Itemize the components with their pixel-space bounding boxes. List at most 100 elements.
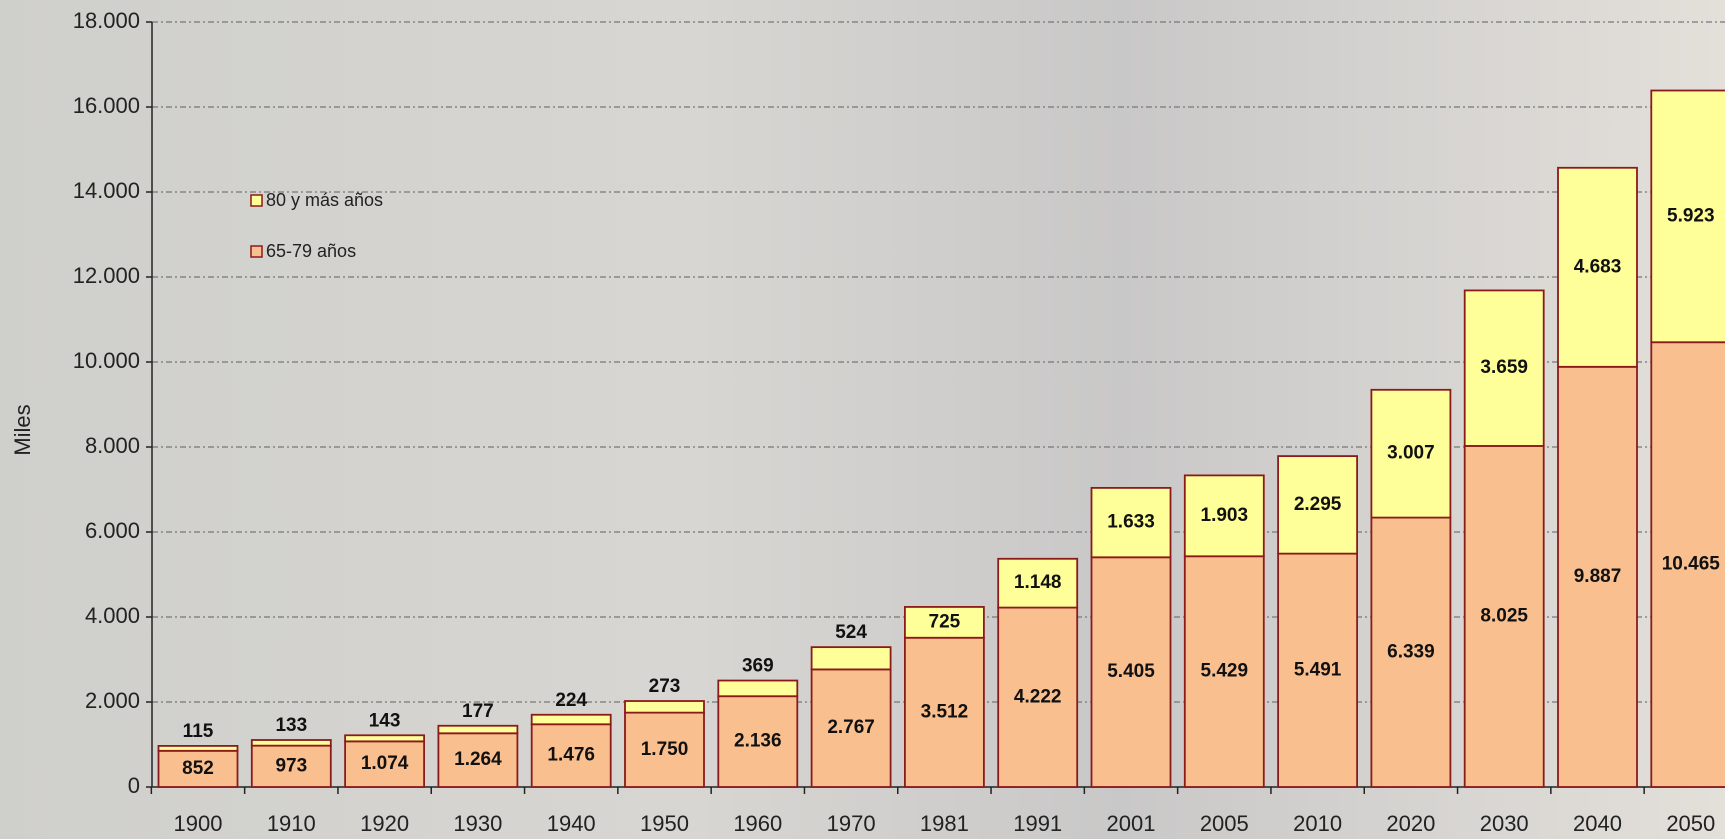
bar-segment	[1090, 556, 1172, 788]
x-tick-label: 1981	[920, 811, 969, 836]
bar-segment	[437, 724, 519, 735]
bar-segment	[437, 732, 519, 788]
legend-label: 65-79 años	[266, 241, 356, 261]
bar-segment	[1463, 289, 1545, 447]
x-tick-label: 2020	[1386, 811, 1435, 836]
data-label: 1.074	[361, 753, 409, 774]
data-label: 2.767	[827, 717, 875, 738]
y-tick-label: 16.000	[73, 93, 140, 118]
bar-segment	[1183, 555, 1265, 788]
x-tick-label: 1900	[174, 811, 223, 836]
x-tick-label: 1930	[453, 811, 502, 836]
data-label: 143	[369, 710, 401, 731]
data-label: 1.264	[454, 749, 502, 770]
bar-segment	[1277, 552, 1358, 788]
bar-segment	[717, 695, 799, 788]
data-label: 852	[182, 758, 214, 779]
bar-segment	[250, 744, 332, 788]
x-tick-label: 2001	[1107, 811, 1156, 836]
legend-swatch	[250, 194, 263, 207]
data-label: 4.222	[1014, 686, 1062, 707]
bar-segment	[1463, 445, 1545, 788]
y-tick-label: 4.000	[85, 603, 140, 628]
data-label: 4.683	[1574, 256, 1622, 277]
data-label: 1.633	[1107, 512, 1155, 533]
x-tick-label: 2010	[1293, 811, 1342, 836]
data-label: 115	[183, 721, 214, 742]
data-label: 5.429	[1201, 661, 1249, 682]
x-tick-label: 2050	[1666, 811, 1715, 836]
data-label: 5.923	[1667, 205, 1715, 226]
bar-segment	[1557, 365, 1638, 788]
y-axis-label: Miles	[10, 404, 35, 455]
x-tick-label: 1960	[733, 811, 782, 836]
data-label: 1.148	[1014, 572, 1062, 593]
data-label: 5.405	[1107, 661, 1155, 682]
bar-segment	[1650, 341, 1725, 788]
x-tick-label: 1920	[360, 811, 409, 836]
x-tick-label: 2030	[1480, 811, 1529, 836]
data-label: 10.465	[1662, 554, 1721, 575]
bar-segment	[1370, 516, 1452, 788]
x-tick-label: 1970	[827, 811, 876, 836]
bar-segment	[157, 749, 239, 788]
bar-segment	[1183, 474, 1265, 558]
x-tick-label: 1991	[1013, 811, 1062, 836]
data-label: 524	[835, 622, 867, 643]
y-tick-label: 6.000	[85, 518, 140, 543]
data-label: 5.491	[1294, 659, 1342, 680]
data-label: 2.295	[1294, 494, 1342, 515]
data-label: 8.025	[1480, 605, 1528, 626]
x-tick-label: 1940	[547, 811, 596, 836]
legend-label: 80 y más años	[266, 190, 383, 210]
data-label: 973	[275, 755, 307, 776]
x-tick-label: 1910	[267, 811, 316, 836]
bar-segment	[904, 636, 985, 788]
data-label: 224	[555, 690, 587, 711]
bar-segment	[250, 739, 332, 747]
bar-segment	[997, 606, 1079, 788]
bar-segment	[344, 734, 426, 743]
bar-segment	[624, 700, 705, 714]
x-tick-label: 1950	[640, 811, 689, 836]
data-label: 177	[462, 701, 494, 722]
bar-segment	[810, 646, 892, 671]
data-label: 9.887	[1574, 566, 1622, 587]
bar-segment	[1650, 89, 1725, 344]
data-label: 1.903	[1201, 505, 1249, 526]
data-label: 725	[929, 611, 961, 632]
bar-segment	[530, 713, 612, 726]
y-tick-label: 14.000	[73, 178, 140, 203]
x-tick-label: 2040	[1573, 811, 1622, 836]
y-tick-label: 12.000	[73, 263, 140, 288]
bar-segment	[157, 745, 239, 752]
data-label: 6.339	[1387, 641, 1435, 662]
y-tick-label: 0	[128, 773, 140, 798]
data-label: 3.007	[1387, 443, 1435, 464]
data-label: 3.659	[1480, 357, 1528, 378]
bar-segment	[997, 557, 1079, 609]
data-label: 2.136	[734, 731, 782, 752]
data-label: 369	[742, 656, 774, 677]
y-tick-label: 10.000	[73, 348, 140, 373]
bar-segment	[1090, 486, 1172, 559]
y-tick-label: 2.000	[85, 688, 140, 713]
bar-segment	[1370, 388, 1452, 519]
data-label: 133	[275, 715, 307, 736]
bar-segment	[717, 679, 799, 698]
y-tick-label: 18.000	[73, 8, 140, 33]
data-label: 273	[649, 676, 681, 697]
bar-segment	[624, 711, 705, 788]
legend-swatch	[250, 245, 263, 258]
y-tick-label: 8.000	[85, 433, 140, 458]
bar-segment	[530, 723, 612, 788]
data-label: 1.750	[641, 739, 689, 760]
bar-segment	[810, 668, 892, 788]
bar-segment	[904, 606, 985, 639]
bar-segment	[1557, 166, 1638, 368]
data-label: 3.512	[921, 701, 969, 722]
bar-segment	[1277, 455, 1358, 555]
data-label: 1.476	[547, 745, 595, 766]
x-tick-label: 2005	[1200, 811, 1249, 836]
